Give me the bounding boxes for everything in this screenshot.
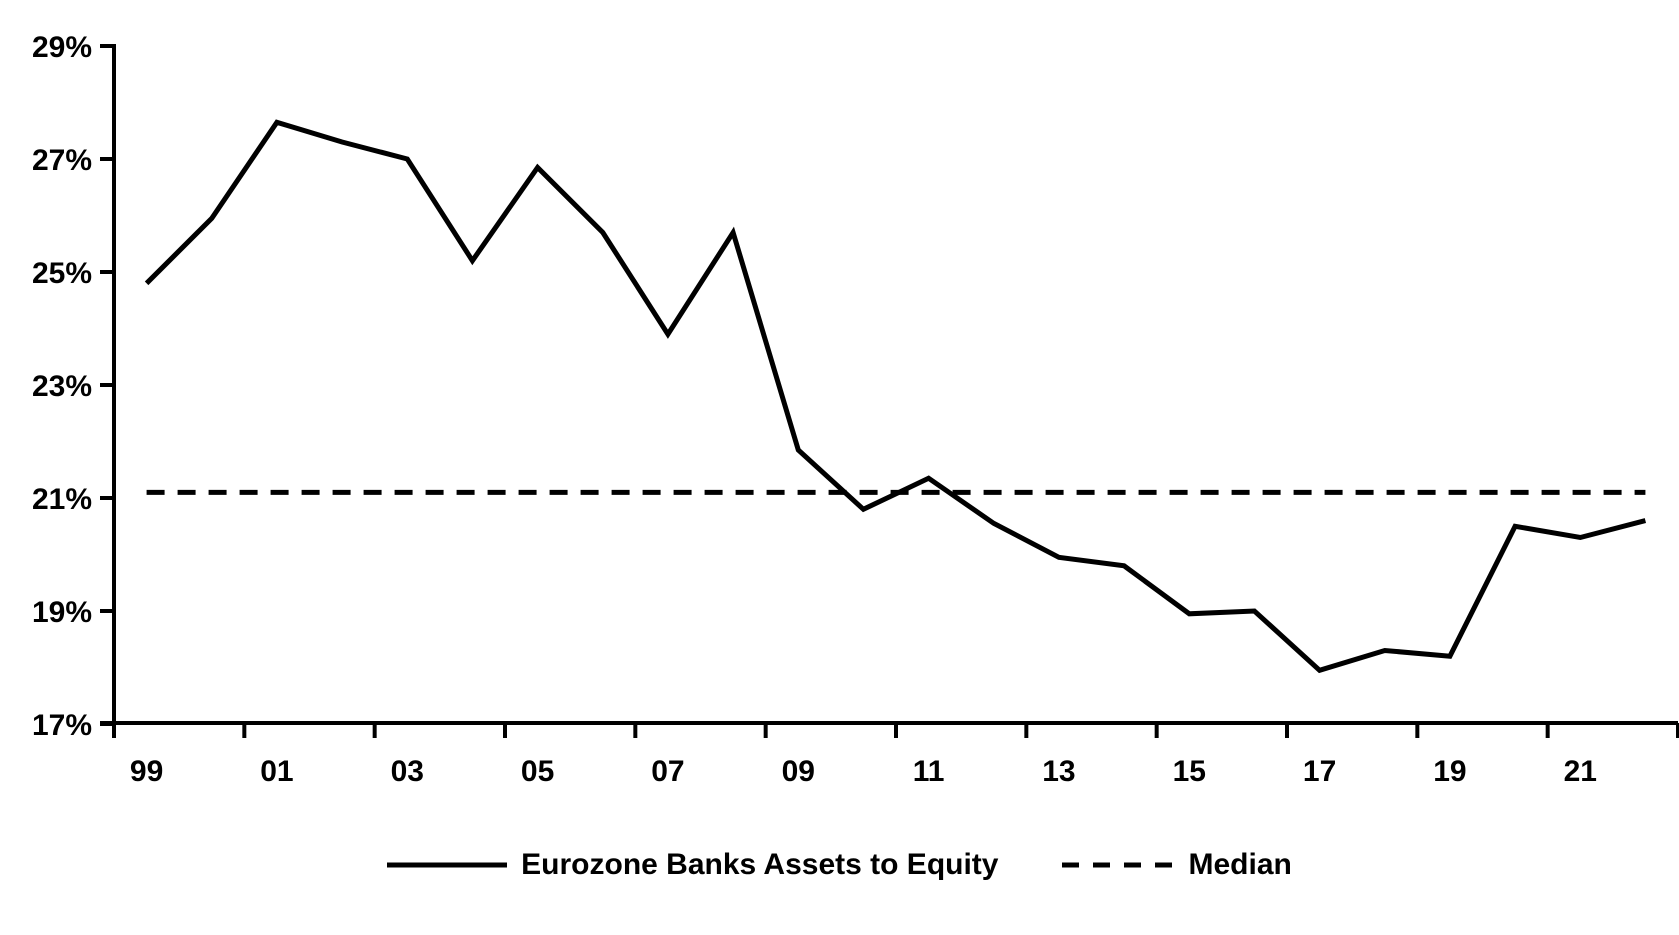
legend-label-series: Eurozone Banks Assets to Equity [521,848,999,881]
x-axis-tick-label: 15 [1173,755,1206,788]
y-axis-tick-label: 29% [32,31,92,64]
series-line [144,119,1647,674]
x-axis-tick-label: 05 [521,755,554,788]
x-axis-tick-label: 01 [260,755,293,788]
x-axis-tick-label: 99 [130,755,163,788]
chart-legend: Eurozone Banks Assets to Equity Median [0,848,1679,882]
y-axis-tick-label: 23% [32,370,92,403]
dashed-line-sample-icon [1062,862,1175,868]
x-axis-tick-label: 21 [1564,755,1597,788]
x-axis-tick-label: 13 [1042,755,1075,788]
legend-entry-series: Eurozone Banks Assets to Equity [387,848,998,882]
x-axis-tick-label: 11 [913,755,945,788]
chart-area: 17% 19% 21% 23% 25% 27% 29% 99 01 03 05 07 09 11 13 15 1… [32,31,1679,788]
y-axis-tick-label: 25% [32,257,92,290]
legend-entry-median: Median [1062,848,1292,882]
y-axis-tick-label: 21% [32,483,92,516]
y-axis-tick-label: 19% [32,596,92,629]
x-axis-tick-label: 19 [1433,755,1466,788]
y-axis-tick-label: 17% [32,709,92,742]
y-axis-tick-label: 27% [32,144,92,177]
legend-label-median: Median [1188,848,1292,881]
x-axis-tick-label: 17 [1303,755,1336,788]
x-axis-tick-label: 03 [391,755,424,788]
x-axis-tick-label: 07 [651,755,684,788]
solid-line-sample-icon [387,862,508,868]
line-chart: 17% 19% 21% 23% 25% 27% 29% 99 01 03 05 07 09 11 13 15 1… [32,31,1679,788]
x-axis-tick-label: 09 [782,755,815,788]
